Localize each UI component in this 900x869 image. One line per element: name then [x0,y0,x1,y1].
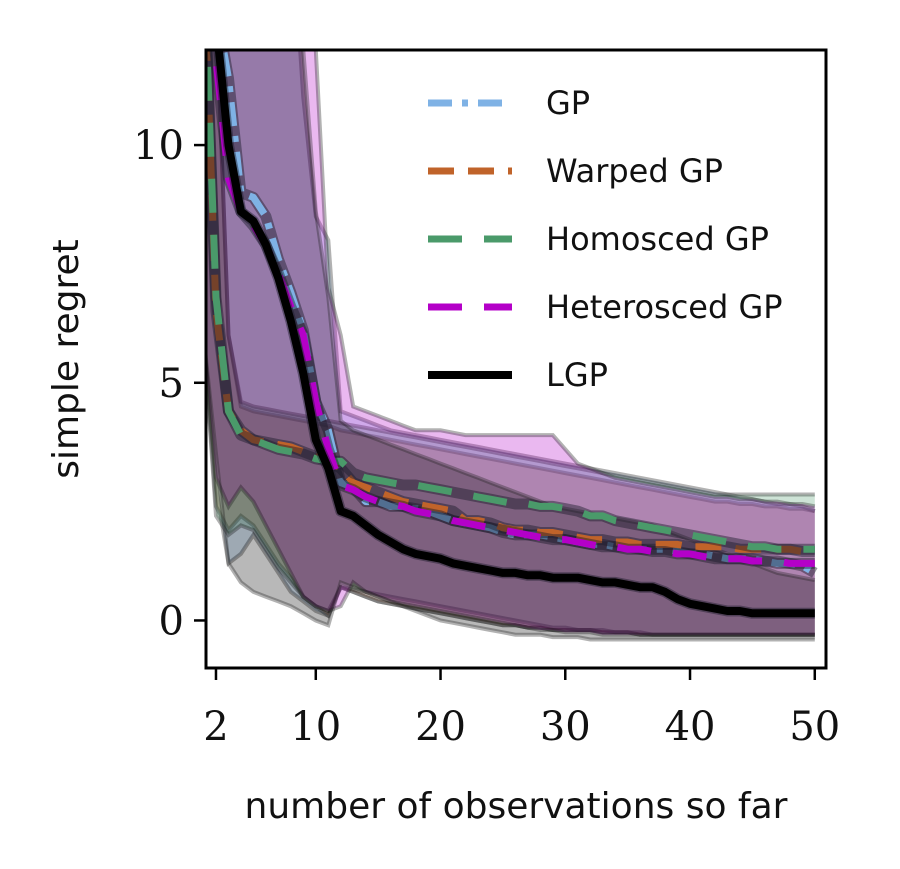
homosced-gp-band-upper-edge [215,50,815,497]
legend-label-gp: GP [546,84,590,122]
gp-band-lower-edge [206,341,815,637]
homosced-gp-line [206,50,815,553]
x-axis-ticks: 2 10 20 30 40 50 [203,668,840,750]
legend-label-heterosced-gp: Heterosced GP [546,288,783,326]
x-tick-label: 10 [290,704,341,750]
x-axis-label: number of observations so far [245,786,788,827]
legend-label-lgp: LGP [546,356,608,394]
plot-frame [204,48,828,670]
series-lines [206,50,818,619]
y-tick-label: 10 [133,123,184,169]
legend: GP Warped GP Homosced GP Heterosced GP LGP [428,84,783,394]
y-axis-label: simple regret [46,239,87,479]
warped-gp-band-upper-edge [215,50,816,514]
y-tick-label: 5 [159,361,184,407]
homosced-gp-band-lower-edge [206,342,815,637]
legend-label-homosced-gp: Homosced GP [546,220,769,258]
x-tick-label: 40 [665,704,716,750]
warped-gp-band-lower-edge [206,341,815,637]
y-axis-ticks: 0 5 10 [133,123,206,644]
gp-band-upper-edge [298,50,816,513]
x-tick-label: 2 [203,704,228,750]
heterosced-gp-band-upper-edge [313,50,816,509]
y-tick-label: 0 [159,598,184,644]
legend-label-warped-gp: Warped GP [546,152,723,190]
x-tick-label: 50 [789,704,840,750]
heterosced-gp-line [211,50,815,567]
x-tick-label: 20 [415,704,466,750]
lgp-band-lower-edge [206,339,815,642]
lgp-line [214,50,815,618]
x-tick-label: 30 [540,704,591,750]
heterosced-gp-band-lower-edge [206,340,815,637]
